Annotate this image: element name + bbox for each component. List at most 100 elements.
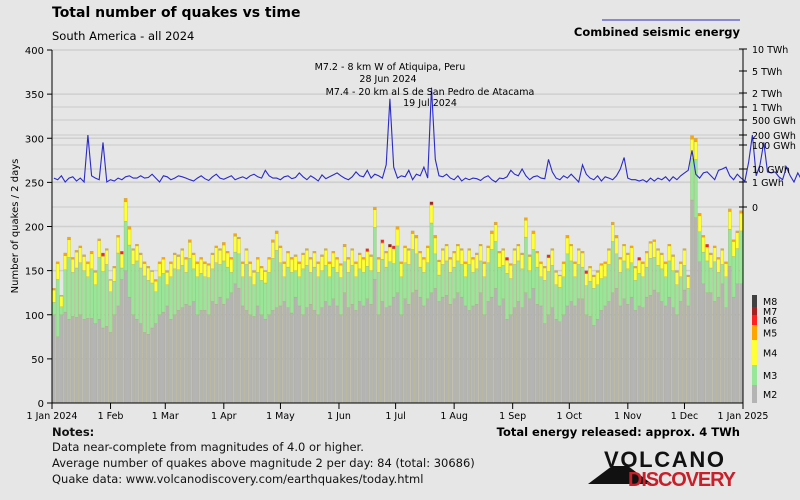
bar-segment-m5 bbox=[116, 235, 120, 238]
bar-segment-m2 bbox=[599, 310, 604, 404]
bar-segment-m2 bbox=[577, 298, 581, 404]
bar-165 bbox=[675, 270, 679, 404]
bar-segment-m4 bbox=[229, 259, 234, 273]
bar-segment-m4 bbox=[101, 256, 105, 272]
bar-segment-m2 bbox=[531, 288, 536, 404]
bar-segment-m5 bbox=[176, 254, 181, 257]
bar-59 bbox=[274, 230, 279, 404]
bar-segment-m5 bbox=[407, 248, 411, 251]
bar-segment-m3 bbox=[456, 260, 460, 293]
legend-label-m4: M4 bbox=[763, 349, 777, 360]
bar-segment-m4 bbox=[644, 252, 649, 268]
bar-segment-m5 bbox=[682, 248, 687, 251]
bar-segment-m3 bbox=[554, 284, 558, 320]
bar-segment-m3 bbox=[403, 262, 407, 300]
bar-22 bbox=[135, 243, 139, 404]
bar-segment-m2 bbox=[452, 298, 456, 404]
bar-segment-m2 bbox=[237, 288, 241, 404]
bar-segment-m4 bbox=[142, 263, 147, 277]
bar-segment-m7 bbox=[429, 201, 434, 205]
bar-152 bbox=[626, 252, 630, 404]
bar-segment-m2 bbox=[546, 314, 551, 404]
bar-segment-m4 bbox=[282, 263, 286, 277]
bar-18 bbox=[120, 251, 124, 404]
bar-segment-m4 bbox=[308, 259, 313, 273]
bar-segment-m2 bbox=[131, 314, 135, 404]
bar-segment-m3 bbox=[399, 276, 404, 315]
bar-179 bbox=[728, 208, 732, 404]
bar-segment-m2 bbox=[527, 298, 532, 404]
bar-27 bbox=[154, 279, 158, 404]
bar-segment-m3 bbox=[67, 257, 71, 320]
bar-9 bbox=[86, 261, 90, 404]
bar-145 bbox=[599, 263, 604, 404]
bar-segment-m2 bbox=[161, 311, 166, 404]
bar-12 bbox=[97, 238, 101, 404]
bar-143 bbox=[592, 274, 596, 404]
bar-segment-m5 bbox=[490, 230, 494, 234]
bar-segment-m2 bbox=[482, 314, 487, 404]
bar-segment-m2 bbox=[705, 292, 709, 404]
bar-segment-m2 bbox=[365, 298, 370, 404]
bar-segment-m4 bbox=[433, 237, 437, 255]
bar-segment-m5 bbox=[256, 257, 260, 260]
bar-segment-m2 bbox=[206, 314, 211, 404]
note-line-2: Average number of quakes above magnitude… bbox=[52, 456, 475, 470]
bar-118 bbox=[497, 251, 502, 404]
total-energy: Total energy released: approx. 4 TWh bbox=[497, 425, 740, 439]
bar-segment-m2 bbox=[588, 316, 592, 404]
bar-segment-m5 bbox=[516, 243, 521, 247]
bar-segment-m2 bbox=[267, 314, 271, 404]
bar-segment-m5 bbox=[354, 261, 358, 264]
bar-46 bbox=[225, 251, 230, 404]
bar-segment-m4 bbox=[728, 211, 732, 230]
bar-segment-m2 bbox=[120, 279, 124, 404]
bar-segment-m2 bbox=[89, 318, 94, 404]
bar-134 bbox=[558, 274, 562, 404]
bar-segment-m3 bbox=[701, 251, 706, 285]
bar-segment-m4 bbox=[131, 250, 135, 265]
bar-segment-m2 bbox=[233, 283, 237, 404]
logo-volcano-text: VOLCANO bbox=[604, 447, 724, 472]
bar-segment-m2 bbox=[327, 305, 332, 404]
bar-segment-m2 bbox=[573, 305, 577, 404]
bar-41 bbox=[206, 263, 211, 404]
bar-segment-m3 bbox=[252, 284, 256, 317]
bar-segment-m2 bbox=[403, 298, 407, 404]
bar-168 bbox=[686, 274, 690, 404]
bar-segment-m5 bbox=[361, 257, 366, 260]
bar-segment-m5 bbox=[229, 257, 234, 260]
bar-segment-m5 bbox=[652, 239, 657, 242]
bar-segment-m5 bbox=[150, 270, 154, 272]
bar-segment-m5 bbox=[663, 261, 668, 264]
bar-segment-m4 bbox=[475, 254, 479, 270]
bar-141 bbox=[584, 270, 589, 404]
bar-segment-m5 bbox=[165, 270, 169, 273]
bar-segment-m4 bbox=[467, 250, 471, 265]
bar-segment-m3 bbox=[422, 272, 426, 307]
bar-segment-m2 bbox=[437, 301, 441, 404]
y-tick-label: 350 bbox=[25, 90, 44, 101]
bar-segment-m2 bbox=[637, 305, 641, 404]
bar-segment-m3 bbox=[376, 272, 381, 315]
bar-135 bbox=[561, 261, 566, 404]
bar-segment-m3 bbox=[444, 260, 449, 296]
bar-36 bbox=[188, 239, 192, 404]
bar-segment-m2 bbox=[456, 292, 460, 404]
bar-segment-m2 bbox=[580, 298, 585, 404]
y-tick-label: 250 bbox=[25, 178, 44, 189]
bar-segment-m4 bbox=[297, 263, 302, 277]
bar-segment-m4 bbox=[527, 256, 532, 271]
bar-segment-m5 bbox=[172, 252, 177, 255]
energy-tick-label: 1 GWh bbox=[752, 178, 784, 189]
bar-segment-m2 bbox=[320, 307, 324, 404]
bar-segment-m2 bbox=[146, 334, 151, 404]
bar-segment-m3 bbox=[475, 268, 479, 305]
bar-segment-m2 bbox=[195, 314, 200, 404]
bar-segment-m4 bbox=[169, 263, 173, 277]
bar-segment-m4 bbox=[441, 250, 445, 265]
bar-segment-m3 bbox=[278, 262, 283, 307]
bar-segment-m2 bbox=[441, 296, 445, 404]
note-line-3: Quake data: www.volcanodiscovery.com/ear… bbox=[52, 472, 424, 486]
bar-133 bbox=[554, 270, 558, 404]
